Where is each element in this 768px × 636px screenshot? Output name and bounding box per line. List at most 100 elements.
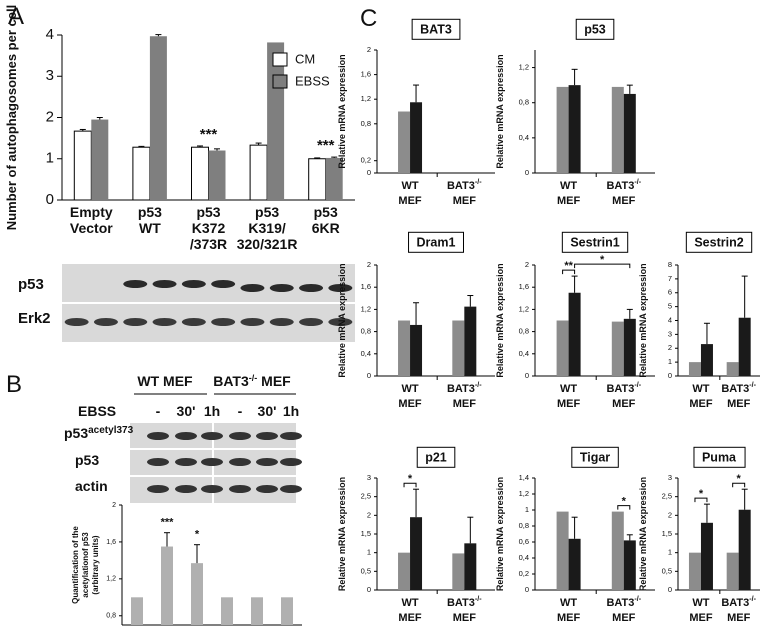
legend-swatch [272, 52, 288, 67]
lane-label: 30' [177, 403, 196, 419]
y-tick-label: 0 [668, 585, 672, 594]
significance-bracket [732, 482, 746, 488]
y-tick-label: 1 [668, 357, 672, 366]
bar [688, 362, 701, 376]
blot-band [299, 284, 324, 292]
x-tick-label-sup: -/- [634, 178, 641, 186]
x-tick-label: MEF [398, 398, 422, 410]
y-tick-label: 2 [525, 260, 529, 269]
y-tick-label: 0,4 [519, 553, 529, 562]
blot-band [229, 458, 251, 466]
y-tick-label: 3 [668, 473, 672, 482]
bar [623, 540, 636, 590]
x-tick-label: Vector [70, 220, 113, 236]
blot-group-label: WT MEF [137, 373, 193, 389]
blot-band [256, 458, 278, 466]
blot-band [147, 432, 169, 440]
bar [91, 119, 109, 200]
blot-band [229, 485, 251, 493]
x-tick-label: p53 [255, 204, 279, 220]
x-tick-label: p53 [138, 204, 162, 220]
bar [410, 102, 423, 173]
x-tick-label: MEF [727, 612, 751, 624]
y-tick-label: 1 [525, 505, 529, 514]
significance-bracket [574, 263, 631, 269]
bar [611, 511, 624, 590]
chart-title: Sestrin2 [694, 235, 743, 249]
y-axis-label: Relative mRNA expression [337, 54, 347, 168]
bar [191, 146, 209, 201]
y-tick-label: 0,8 [519, 98, 529, 107]
blot-band [280, 432, 302, 440]
title-box [416, 446, 456, 468]
x-tick-label-text: BAT3 [606, 597, 634, 609]
blot-band [269, 284, 294, 292]
bar [251, 597, 263, 625]
blot-band [181, 318, 206, 326]
x-tick-label: BAT3-/- [721, 381, 756, 395]
blot-band [299, 318, 324, 326]
bar [726, 362, 739, 376]
blot-band [93, 318, 118, 326]
blot-band [152, 280, 177, 288]
x-tick-label: BAT3-/- [447, 595, 482, 609]
blot-band [152, 318, 177, 326]
chart-title: BAT3 [420, 22, 452, 36]
y-tick-label: 1,2 [361, 94, 371, 103]
x-tick-label: WT [692, 597, 709, 609]
y-tick-label: 0 [46, 191, 54, 208]
blot-band [201, 432, 223, 440]
y-axis-label: Relative mRNA expression [495, 263, 505, 377]
y-axis-label: Number of autophagosomes per cell [4, 5, 19, 230]
y-tick-label: 2,5 [361, 492, 371, 501]
bar [281, 597, 293, 625]
blot-band [123, 318, 148, 326]
y-tick-label: 2 [112, 502, 116, 509]
bar [738, 509, 751, 590]
bar [464, 306, 477, 376]
title-box [571, 446, 619, 468]
bar [700, 522, 713, 590]
y-tick-label: 1 [668, 548, 672, 557]
bar [132, 146, 151, 201]
bar [623, 318, 636, 376]
y-tick-label: 4 [46, 26, 54, 43]
significance-marker: * [737, 473, 742, 485]
blot-group-label-tail: MEF [257, 373, 291, 389]
y-tick-label: 5 [668, 302, 672, 311]
y-tick-label: 0,8 [519, 521, 529, 530]
blot-band [181, 280, 206, 288]
bar [208, 150, 226, 200]
y-tick-label: 0,4 [519, 133, 529, 142]
significance-bracket [403, 482, 417, 488]
y-tick-label: 1,2 [519, 489, 529, 498]
y-axis-label: (arbitrary units) [91, 535, 100, 594]
bar [611, 86, 624, 173]
significance-marker: * [622, 496, 627, 508]
y-tick-label: 2 [367, 510, 371, 519]
y-tick-label: 2 [668, 510, 672, 519]
bar [73, 130, 92, 201]
panel-label: C [360, 5, 377, 32]
blot-band [175, 485, 197, 493]
y-tick-label: 1,6 [361, 70, 371, 79]
y-tick-label: 0,6 [519, 537, 529, 546]
x-tick-label-sup: -/- [475, 178, 482, 186]
blot-band [240, 318, 265, 326]
x-tick-label: MEF [398, 195, 422, 207]
significance-marker: *** [317, 137, 335, 154]
y-tick-label: 1,6 [106, 539, 116, 546]
x-tick-label-text: BAT3 [721, 597, 749, 609]
y-tick-label: 4 [668, 315, 672, 324]
y-tick-label: 0 [367, 371, 371, 380]
y-tick-label: 1 [367, 548, 371, 557]
y-axis-label: Quantification of the [71, 526, 80, 604]
y-tick-label: 0 [525, 585, 529, 594]
y-tick-label: 3 [367, 473, 371, 482]
y-tick-label: 0,4 [519, 349, 529, 358]
bar [410, 517, 423, 590]
x-tick-label: WT [401, 180, 418, 192]
chart-title: Dram1 [417, 235, 456, 249]
chart-title: p53 [584, 22, 606, 36]
chart-title: Puma [702, 450, 737, 464]
